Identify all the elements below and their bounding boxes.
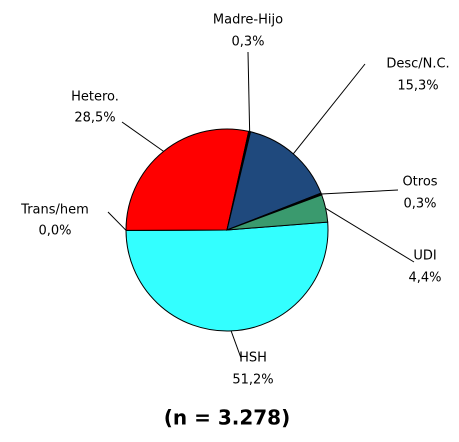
slice-label: Madre-Hijo — [213, 13, 283, 28]
slice-label: Desc/N.C. — [386, 57, 449, 72]
leader-line — [321, 189, 399, 195]
leader-line — [325, 207, 415, 263]
sample-size-note: (n = 3.278) — [164, 406, 290, 430]
slice-label: Hetero. — [71, 90, 119, 105]
slice-value-label: 28,5% — [74, 111, 115, 126]
leader-line — [247, 51, 251, 132]
slice-label: HSH — [239, 351, 267, 366]
slice-label: Trans/hem — [20, 203, 89, 218]
slices — [125, 128, 329, 332]
slice-value-label: 51,2% — [232, 373, 273, 388]
slice-value-label: 0,3% — [403, 197, 436, 212]
leader-line — [292, 63, 366, 155]
leader-line — [121, 121, 164, 152]
pie-slice — [125, 221, 329, 332]
slice-value-label: 0,0% — [38, 224, 71, 239]
slice-label: Otros — [402, 175, 437, 190]
slice-label: UDI — [413, 249, 436, 264]
leader-line — [230, 330, 242, 359]
leader-line — [107, 211, 127, 231]
slice-value-label: 15,3% — [397, 79, 438, 94]
pie-slice — [226, 131, 322, 231]
slice-value-label: 0,3% — [231, 35, 264, 50]
slice-value-label: 4,4% — [408, 271, 441, 286]
